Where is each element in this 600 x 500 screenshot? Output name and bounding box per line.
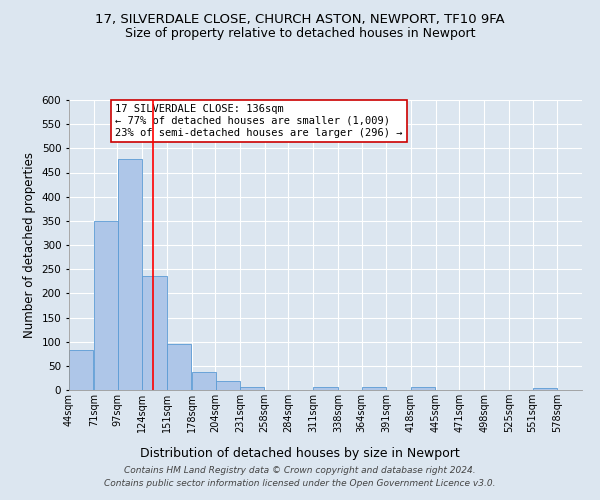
Bar <box>215 382 240 390</box>
Bar <box>240 386 265 390</box>
Text: Size of property relative to detached houses in Newport: Size of property relative to detached ho… <box>125 28 475 40</box>
Bar <box>94 221 118 390</box>
Bar <box>313 386 338 390</box>
Bar <box>411 386 436 390</box>
Y-axis label: Number of detached properties: Number of detached properties <box>23 152 36 338</box>
Text: 17, SILVERDALE CLOSE, CHURCH ASTON, NEWPORT, TF10 9FA: 17, SILVERDALE CLOSE, CHURCH ASTON, NEWP… <box>95 12 505 26</box>
Bar <box>118 159 142 390</box>
Text: Contains HM Land Registry data © Crown copyright and database right 2024.
Contai: Contains HM Land Registry data © Crown c… <box>104 466 496 487</box>
Bar <box>192 372 216 390</box>
Bar <box>362 386 386 390</box>
Bar <box>69 350 94 390</box>
Bar <box>142 276 167 390</box>
Bar <box>533 388 557 390</box>
Text: Distribution of detached houses by size in Newport: Distribution of detached houses by size … <box>140 448 460 460</box>
Bar <box>167 344 191 390</box>
Text: 17 SILVERDALE CLOSE: 136sqm
← 77% of detached houses are smaller (1,009)
23% of : 17 SILVERDALE CLOSE: 136sqm ← 77% of det… <box>115 104 403 138</box>
